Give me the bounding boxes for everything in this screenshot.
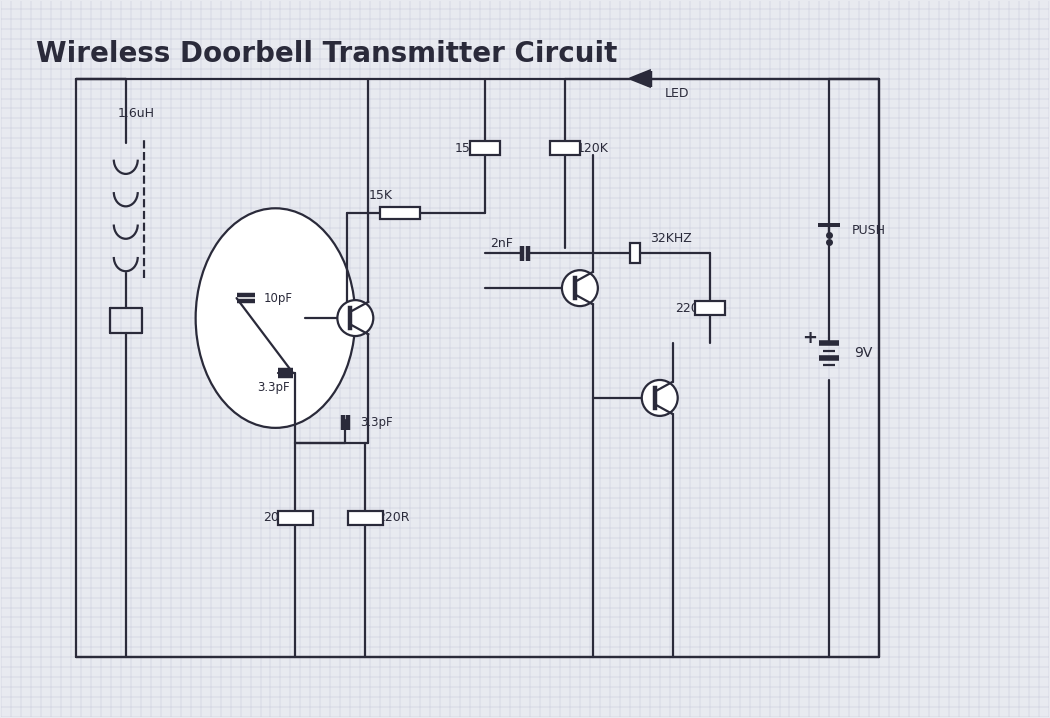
Circle shape — [642, 380, 677, 416]
Text: 32KHZ: 32KHZ — [650, 232, 692, 245]
Bar — [695, 301, 724, 315]
Bar — [470, 141, 500, 155]
Text: 3.3pF: 3.3pF — [257, 381, 290, 394]
Text: 120K: 120K — [576, 142, 609, 155]
Text: 1.6uH: 1.6uH — [118, 107, 154, 120]
Polygon shape — [630, 70, 650, 87]
Ellipse shape — [195, 208, 355, 428]
Text: 220K: 220K — [675, 302, 707, 314]
Text: 20K: 20K — [264, 511, 288, 524]
Text: 9V: 9V — [855, 346, 873, 360]
Bar — [278, 510, 313, 525]
Text: 10pF: 10pF — [264, 292, 293, 304]
Text: Wireless Doorbell Transmitter Circuit: Wireless Doorbell Transmitter Circuit — [36, 39, 617, 67]
Text: PUSH: PUSH — [852, 224, 885, 237]
Bar — [550, 141, 580, 155]
Circle shape — [562, 270, 597, 306]
Text: 15K: 15K — [369, 189, 393, 202]
Bar — [348, 510, 383, 525]
Text: +: + — [802, 329, 817, 347]
Circle shape — [337, 300, 374, 336]
Text: 15K: 15K — [455, 142, 479, 155]
Bar — [630, 243, 639, 264]
Text: 220R: 220R — [377, 511, 410, 524]
Text: 3.3pF: 3.3pF — [360, 416, 393, 429]
Text: 2nF: 2nF — [490, 237, 513, 250]
Text: LED: LED — [665, 87, 689, 100]
Bar — [380, 208, 420, 219]
